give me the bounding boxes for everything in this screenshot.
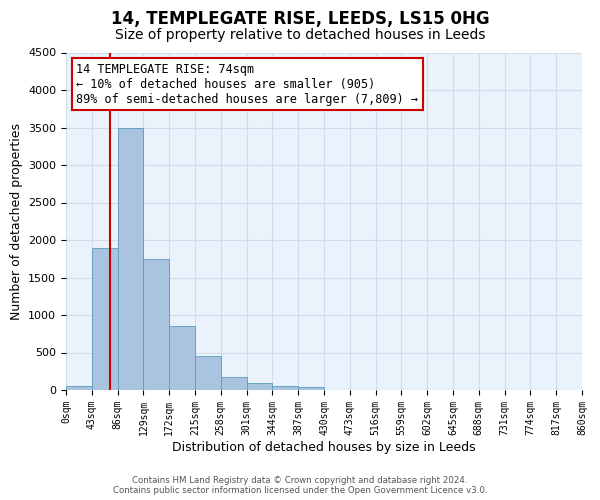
Text: Contains HM Land Registry data © Crown copyright and database right 2024.
Contai: Contains HM Land Registry data © Crown c… — [113, 476, 487, 495]
Bar — [221, 377, 247, 390]
Text: Size of property relative to detached houses in Leeds: Size of property relative to detached ho… — [115, 28, 485, 42]
Text: 14 TEMPLEGATE RISE: 74sqm
← 10% of detached houses are smaller (905)
89% of semi: 14 TEMPLEGATE RISE: 74sqm ← 10% of detac… — [76, 62, 418, 106]
Bar — [169, 326, 195, 390]
Text: 14, TEMPLEGATE RISE, LEEDS, LS15 0HG: 14, TEMPLEGATE RISE, LEEDS, LS15 0HG — [110, 10, 490, 28]
Bar — [272, 386, 298, 390]
Bar — [66, 386, 92, 390]
Bar — [143, 259, 169, 390]
Bar — [247, 383, 272, 390]
Bar — [92, 248, 118, 390]
X-axis label: Distribution of detached houses by size in Leeds: Distribution of detached houses by size … — [172, 440, 476, 454]
Y-axis label: Number of detached properties: Number of detached properties — [10, 122, 23, 320]
Bar — [298, 387, 324, 390]
Bar — [195, 356, 221, 390]
Bar — [118, 128, 143, 390]
